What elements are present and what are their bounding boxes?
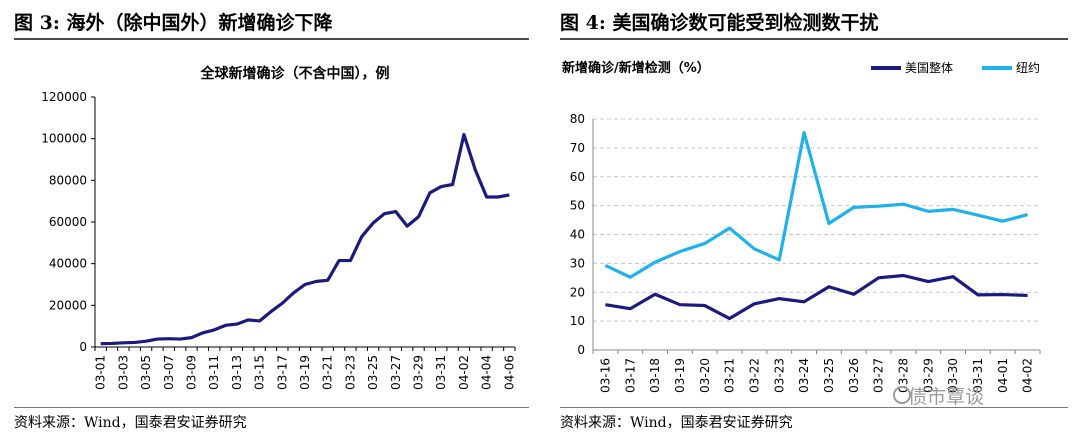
right-figure-title: 图 4: 美国确诊数可能受到检测数干扰 bbox=[560, 12, 879, 34]
left-series-line bbox=[100, 132, 510, 346]
left-chart-title: 全球新增确诊（不含中国），例 bbox=[200, 65, 390, 82]
left-x-tick-label: 03-03 bbox=[116, 355, 130, 390]
right-x-tick-label: 03-27 bbox=[872, 358, 886, 393]
left-x-tick-label: 03-31 bbox=[434, 355, 448, 390]
left-x-tick-label: 04-04 bbox=[480, 355, 494, 390]
left-y-tick-label: 100000 bbox=[41, 132, 87, 146]
left-y-tick-label: 40000 bbox=[49, 257, 87, 271]
right-source: 资料来源：Wind，国泰君安证券研究 bbox=[560, 415, 793, 431]
right-x-tick-label: 04-02 bbox=[1021, 358, 1035, 393]
right-x-tick-label: 03-28 bbox=[896, 358, 910, 393]
right-x-tick-label: 03-29 bbox=[921, 358, 935, 393]
right-chart: 新增确诊/新增检测（%） 美国整体 纽约 0 10 20 30 40 50 60 70 80 03-16… bbox=[562, 60, 1041, 393]
right-y-tick-label: 40 bbox=[570, 228, 585, 242]
left-x-tick-label: 03-19 bbox=[298, 355, 312, 390]
right-footer-rule bbox=[560, 407, 1068, 408]
left-footer-rule bbox=[14, 407, 529, 408]
left-y-tick-label: 80000 bbox=[49, 173, 87, 187]
right-y-tick-label: 0 bbox=[577, 343, 585, 357]
right-y-tick-label: 70 bbox=[570, 141, 585, 155]
right-x-tick-label: 03-26 bbox=[847, 358, 861, 393]
left-y-tick-label: 0 bbox=[79, 340, 87, 354]
legend-label: 纽约 bbox=[1016, 60, 1040, 75]
left-x-tick-label: 03-27 bbox=[389, 355, 403, 390]
right-x-tick-label: 04-01 bbox=[996, 358, 1010, 393]
left-x-tick-label: 03-05 bbox=[139, 355, 153, 390]
right-x-tick-label: 03-16 bbox=[598, 358, 612, 393]
wechat-icon bbox=[893, 386, 911, 404]
right-x-tick-label: 03-24 bbox=[797, 358, 811, 393]
left-title-rule bbox=[14, 38, 529, 40]
watermark: 债市覃谈 bbox=[908, 386, 985, 408]
legend-label: 美国整体 bbox=[905, 60, 953, 75]
left-y-tick-label: 120000 bbox=[41, 90, 87, 104]
right-y-tick-label: 50 bbox=[570, 199, 585, 213]
right-title-rule bbox=[560, 38, 1068, 40]
right-x-tick-label: 03-21 bbox=[723, 358, 737, 393]
right-x-tick-label: 03-23 bbox=[772, 358, 786, 393]
left-x-tick-label: 03-15 bbox=[253, 355, 267, 390]
left-x-tick-label: 03-01 bbox=[94, 355, 108, 390]
left-x-tick-label: 03-17 bbox=[275, 355, 289, 390]
right-y-tick-label: 60 bbox=[570, 170, 585, 184]
left-x-tick-label: 04-06 bbox=[502, 355, 516, 390]
left-x-tick-label: 03-23 bbox=[343, 355, 357, 390]
right-x-tick-label: 03-31 bbox=[971, 358, 985, 393]
right-y-tick-label: 10 bbox=[570, 314, 585, 328]
left-x-tick-label: 03-21 bbox=[321, 355, 335, 390]
left-x-tick-label: 03-29 bbox=[412, 355, 426, 390]
left-chart: 全球新增确诊（不含中国），例 0 20000 40000 60000 80000 10000… bbox=[41, 65, 516, 390]
left-x-tick-label: 03-11 bbox=[207, 355, 221, 390]
left-x-tick-label: 03-25 bbox=[366, 355, 380, 390]
left-y-tick-label: 20000 bbox=[49, 298, 87, 312]
left-y-tick-label: 60000 bbox=[49, 215, 87, 229]
left-source: 资料来源：Wind，国泰君安证券研究 bbox=[14, 415, 247, 431]
right-series-line-0 bbox=[605, 273, 1028, 321]
right-x-tick-label: 03-19 bbox=[673, 358, 687, 393]
right-x-tick-label: 03-25 bbox=[822, 358, 836, 393]
right-x-tick-label: 03-18 bbox=[648, 358, 662, 393]
right-x-tick-label: 03-20 bbox=[698, 358, 712, 393]
right-y-tick-label: 80 bbox=[570, 112, 585, 126]
left-x-tick-label: 03-09 bbox=[184, 355, 198, 390]
right-series-line-1 bbox=[604, 130, 1028, 279]
left-x-tick-label: 03-07 bbox=[162, 355, 176, 390]
left-x-tick-label: 04-02 bbox=[457, 355, 471, 390]
right-y-label: 新增确诊/新增检测（%） bbox=[562, 60, 710, 76]
right-y-tick-label: 20 bbox=[570, 285, 585, 299]
right-x-tick-label: 03-30 bbox=[946, 358, 960, 393]
right-x-tick-label: 03-22 bbox=[747, 358, 761, 393]
left-x-tick-label: 03-13 bbox=[230, 355, 244, 390]
right-x-tick-label: 03-17 bbox=[623, 358, 637, 393]
left-figure-title: 图 3: 海外（除中国外）新增确诊下降 bbox=[14, 12, 333, 34]
right-legend: 美国整体 纽约 bbox=[871, 60, 1040, 75]
right-y-tick-label: 30 bbox=[570, 256, 585, 270]
